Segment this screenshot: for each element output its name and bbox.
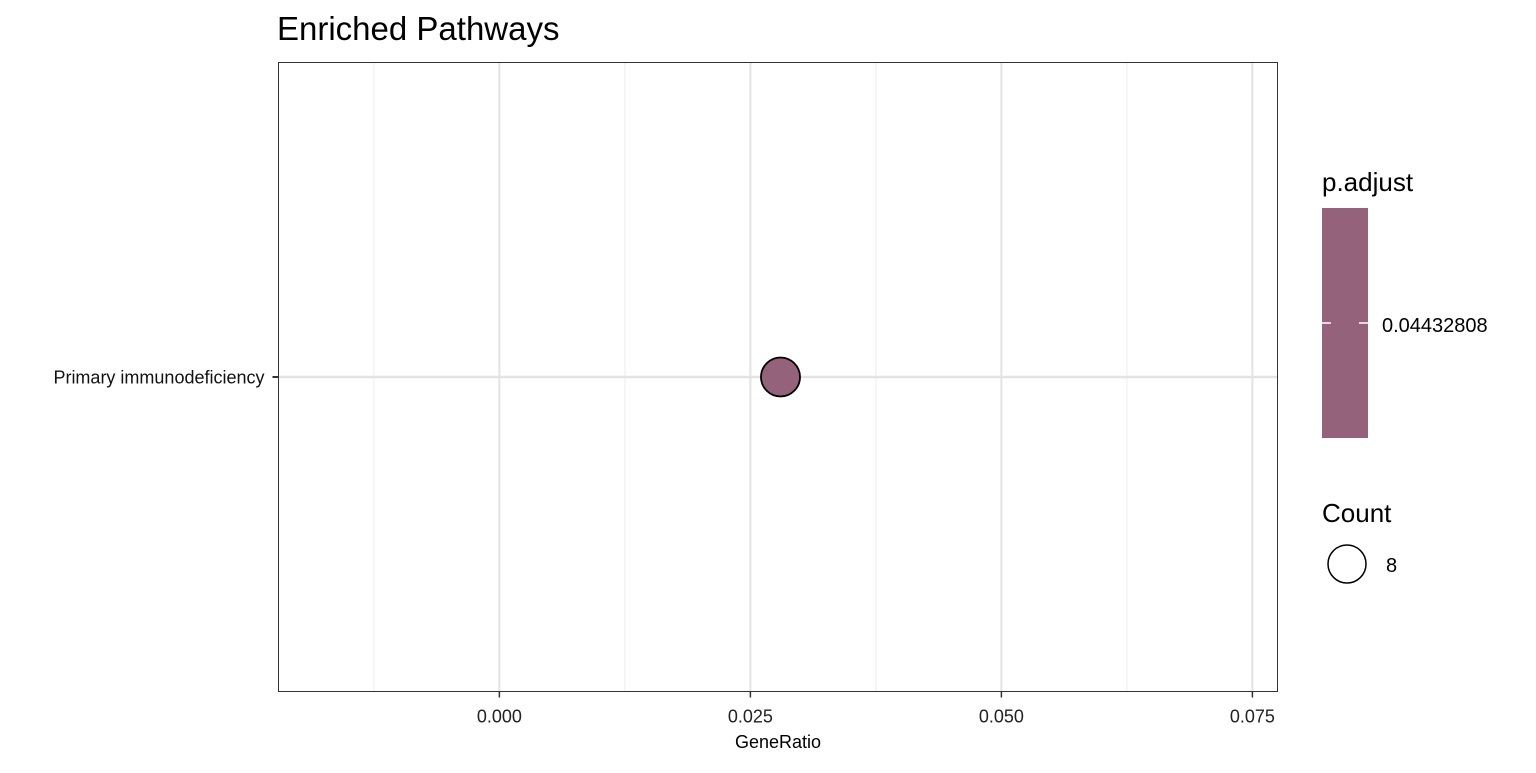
x-tick-label: 0.050 (979, 707, 1024, 727)
size-legend-circle (1327, 544, 1367, 584)
size-legend-title: Count (1322, 498, 1392, 528)
y-tick-label: Primary immunodeficiency (53, 368, 264, 388)
y-axis-ticks: Primary immunodeficiency (53, 368, 279, 388)
x-tick-label: 0.075 (1230, 707, 1275, 727)
x-tick-label: 0.025 (728, 707, 773, 727)
chart-title: Enriched Pathways (277, 10, 559, 47)
color-legend-title: p.adjust (1322, 167, 1414, 197)
x-axis-label: GeneRatio (735, 732, 821, 752)
color-legend-label: 0.04432808 (1382, 315, 1488, 337)
size-legend-label: 8 (1386, 555, 1397, 577)
data-points (760, 356, 801, 398)
x-tick-label: 0.000 (477, 707, 522, 727)
data-point (760, 356, 801, 398)
x-axis-ticks: 0.000 0.025 0.050 0.075 (477, 691, 1275, 727)
